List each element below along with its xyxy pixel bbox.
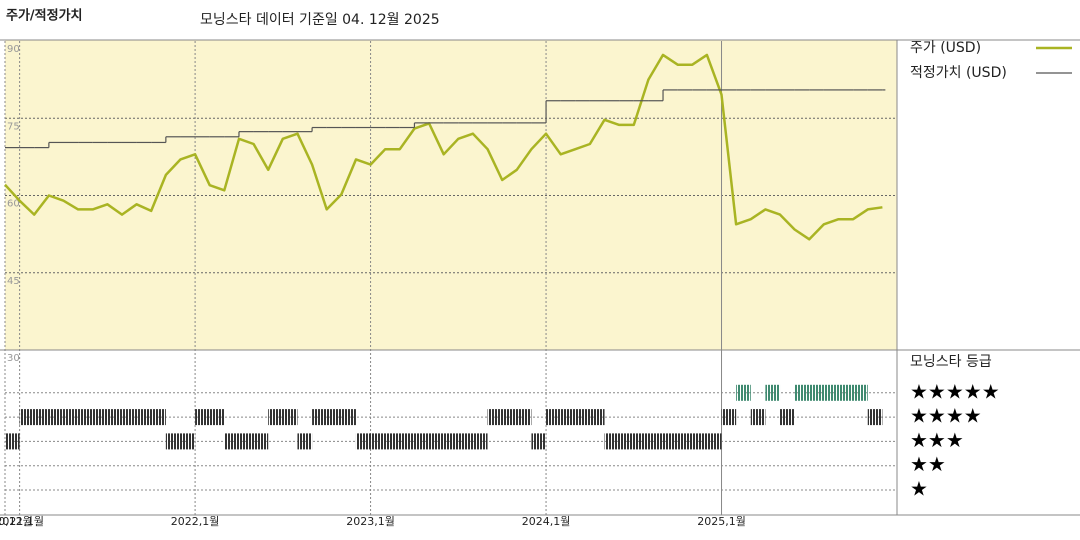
chart-title: 주가/적정가치 bbox=[6, 8, 83, 24]
rating-legend: ★★ bbox=[910, 452, 946, 476]
rating-bar bbox=[750, 409, 766, 426]
plot: 30 45 60 75 90 bbox=[4, 41, 897, 515]
rating-bar bbox=[19, 409, 166, 426]
rating-bar bbox=[780, 409, 795, 426]
rating-bar bbox=[487, 409, 532, 426]
x-tick-label: 2025,1월 bbox=[697, 515, 746, 528]
rating-bar bbox=[355, 433, 488, 450]
rating-bar bbox=[794, 384, 868, 401]
x-tick-label: 2020,12월 bbox=[0, 515, 33, 528]
rating-legend: ★★★★ bbox=[910, 404, 982, 428]
y-tick-label: 60 bbox=[7, 199, 20, 210]
rating-bar bbox=[268, 409, 298, 426]
y-tick-label: 30 bbox=[7, 353, 20, 364]
rating-title: 모닝스타 등급 bbox=[910, 354, 992, 370]
rating-bar bbox=[195, 409, 225, 426]
rating-legend: ★★★★★ bbox=[910, 379, 1000, 403]
rating-bar bbox=[224, 433, 269, 450]
legend-label: 주가 (USD) bbox=[910, 40, 981, 56]
x-tick-label: 2022,1월 bbox=[171, 515, 220, 528]
y-tick-label: 45 bbox=[7, 276, 20, 287]
rating-bar bbox=[546, 409, 605, 426]
x-tick-label: 2024,1월 bbox=[522, 515, 571, 528]
legend-label: 적정가치 (USD) bbox=[910, 65, 1007, 81]
rating-bar bbox=[5, 433, 20, 450]
rating-bar bbox=[531, 433, 547, 450]
rating-bar bbox=[867, 409, 883, 426]
rating-bar bbox=[604, 433, 722, 450]
rating-bar bbox=[165, 433, 196, 450]
rating-legend: ★ bbox=[910, 477, 928, 501]
price-line bbox=[4, 53, 883, 241]
y-tick-label: 75 bbox=[7, 121, 20, 132]
rating-bar bbox=[721, 409, 737, 426]
rating-bar bbox=[297, 433, 313, 450]
chart-subtitle: 모닝스타 데이터 기준일 04. 12월 2025 bbox=[200, 12, 440, 28]
x-tick-label: 2023,1월 bbox=[346, 515, 395, 528]
rating-legend: ★★★ bbox=[910, 428, 964, 452]
rating-bar bbox=[312, 409, 356, 426]
rating-bar bbox=[736, 384, 751, 401]
rating-bar bbox=[765, 384, 781, 401]
x-tick-label: 2021,1월 bbox=[0, 515, 44, 528]
y-tick-label: 90 bbox=[7, 44, 20, 55]
